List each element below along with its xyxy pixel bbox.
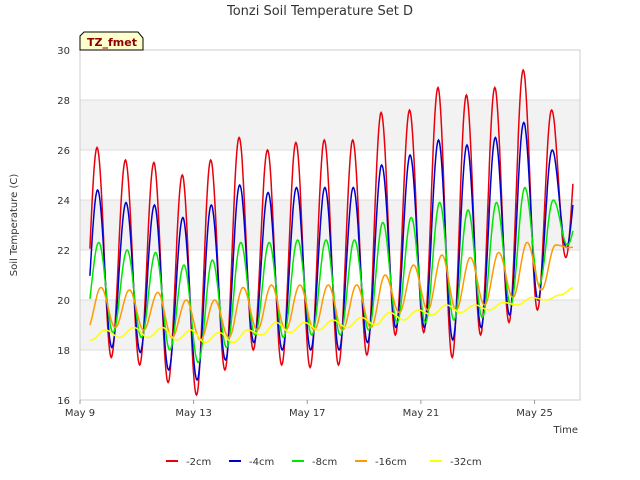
x-tick-label: May 17: [289, 408, 326, 419]
badge-label: TZ_fmet: [87, 36, 137, 49]
plot-band: [80, 300, 580, 350]
y-tick-label: 22: [57, 246, 70, 257]
y-axis-label: Soil Temperature (C): [9, 174, 20, 277]
dataset-badge: TZ_fmet: [79, 31, 144, 51]
series-line-m8cm: [89, 186, 574, 364]
y-tick-label: 16: [57, 396, 70, 407]
plot-band: [80, 100, 580, 150]
legend-label: -2cm: [186, 457, 211, 468]
x-tick-label: May 9: [65, 408, 95, 419]
legend-label: -16cm: [375, 457, 407, 468]
y-tick-label: 30: [57, 46, 70, 57]
chart-title: Tonzi Soil Temperature Set D: [226, 4, 413, 19]
legend: -2cm -4cm -8cm -16cm -32cm: [166, 457, 482, 468]
y-tick-label: 24: [57, 196, 70, 207]
y-tick-label: 26: [57, 146, 70, 157]
y-tick-label: 18: [57, 346, 70, 357]
x-tick-label: May 25: [516, 408, 553, 419]
y-tick-label: 28: [57, 96, 70, 107]
series-line-m32cm: [89, 286, 574, 344]
y-tick-label: 20: [57, 296, 70, 307]
series-lines: [89, 68, 574, 397]
y-axis-ticks: 16 18 20 22 24 26 28 30: [57, 46, 70, 407]
x-tick-label: May 13: [175, 408, 212, 419]
x-axis-label: Time: [553, 425, 578, 436]
badge-box: [79, 31, 144, 51]
legend-label: -4cm: [249, 457, 274, 468]
x-tick-label: May 21: [403, 408, 440, 419]
plot-frame: [79, 49, 581, 401]
legend-label: -32cm: [450, 457, 482, 468]
series-line-m4cm: [89, 121, 574, 382]
legend-label: -8cm: [312, 457, 337, 468]
x-axis-ticks: May 9 May 13 May 17 May 21 May 25: [65, 400, 553, 419]
